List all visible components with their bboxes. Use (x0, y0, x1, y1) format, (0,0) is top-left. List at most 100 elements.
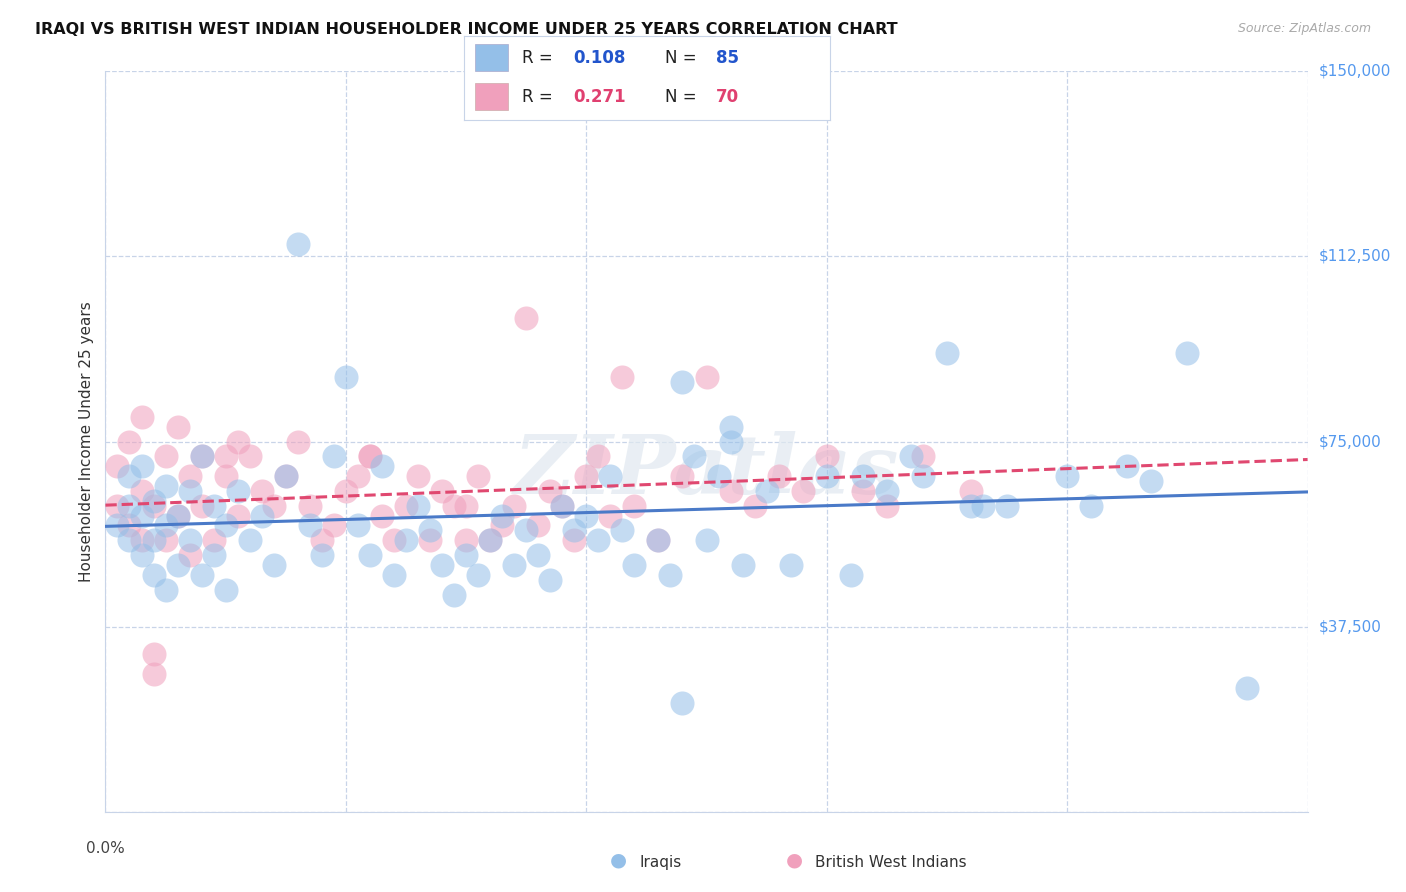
Point (118, 518, 141, 533)
Point (1140, 474, 1163, 488)
Point (226, 434, 249, 449)
Text: R =: R = (523, 87, 558, 105)
Text: N =: N = (665, 49, 702, 67)
Point (179, 483, 201, 498)
Point (131, 459, 153, 474)
Text: R =: R = (523, 49, 558, 67)
Point (671, 696, 693, 710)
Point (599, 508, 621, 523)
Text: N =: N = (665, 87, 702, 105)
Point (588, 533, 610, 548)
Text: 0.0%: 0.0% (86, 841, 125, 856)
Point (142, 647, 165, 661)
Point (347, 518, 370, 533)
Point (359, 548, 381, 562)
Point (562, 524, 585, 538)
Point (406, 469, 429, 483)
Point (142, 493, 165, 508)
Point (298, 499, 321, 513)
Text: $112,500: $112,500 (1319, 249, 1391, 264)
Point (575, 469, 598, 483)
Point (226, 508, 249, 523)
Point (107, 518, 129, 533)
Point (142, 567, 165, 582)
Point (430, 558, 453, 572)
Point (202, 499, 225, 513)
Point (623, 558, 645, 572)
Point (118, 469, 141, 483)
Point (1056, 469, 1078, 483)
Point (382, 567, 405, 582)
Point (671, 469, 693, 483)
Point (599, 469, 621, 483)
Point (551, 499, 574, 513)
Point (359, 450, 381, 464)
Point (155, 450, 177, 464)
Point (166, 558, 188, 572)
Point (538, 573, 561, 587)
Point (155, 479, 177, 493)
Point (214, 450, 236, 464)
Point (347, 469, 370, 483)
Point (166, 508, 188, 523)
Point (755, 483, 778, 498)
Point (142, 499, 165, 513)
Point (612, 370, 634, 384)
Point (491, 508, 513, 523)
Point (202, 548, 225, 562)
Point (274, 469, 297, 483)
Point (1236, 681, 1258, 696)
Text: 85: 85 (716, 49, 740, 67)
Point (250, 483, 273, 498)
Bar (475, 83, 508, 111)
Point (239, 450, 262, 464)
Point (647, 533, 669, 548)
Point (131, 409, 153, 424)
Point (696, 370, 718, 384)
Point (214, 518, 236, 533)
Point (263, 499, 285, 513)
Point (335, 483, 357, 498)
Point (779, 558, 801, 572)
Point (491, 518, 513, 533)
Point (995, 499, 1018, 513)
Text: ●: ● (610, 851, 627, 870)
Point (190, 499, 212, 513)
Point (395, 499, 418, 513)
Point (1116, 459, 1139, 474)
Point (155, 518, 177, 533)
Point (960, 499, 983, 513)
Text: $37,500: $37,500 (1319, 619, 1382, 634)
Text: ●: ● (786, 851, 803, 870)
Point (311, 533, 333, 548)
Point (696, 533, 718, 548)
Point (107, 459, 129, 474)
Point (671, 376, 693, 390)
Point (311, 548, 333, 562)
Point (852, 483, 875, 498)
Text: Iraqis: Iraqis (640, 855, 682, 870)
Point (538, 483, 561, 498)
Point (815, 450, 838, 464)
Point (479, 533, 502, 548)
Point (202, 533, 225, 548)
Point (503, 558, 526, 572)
Point (190, 567, 212, 582)
Point (430, 483, 453, 498)
Point (263, 558, 285, 572)
Point (322, 518, 344, 533)
Point (479, 533, 502, 548)
Point (720, 434, 742, 449)
Point (179, 469, 201, 483)
Point (190, 450, 212, 464)
Point (911, 469, 934, 483)
Point (792, 483, 814, 498)
Point (166, 508, 188, 523)
Bar (475, 44, 508, 71)
Point (395, 533, 418, 548)
Point (972, 499, 994, 513)
Point (443, 588, 465, 602)
Point (371, 508, 394, 523)
Text: British West Indians: British West Indians (815, 855, 967, 870)
Point (467, 469, 489, 483)
